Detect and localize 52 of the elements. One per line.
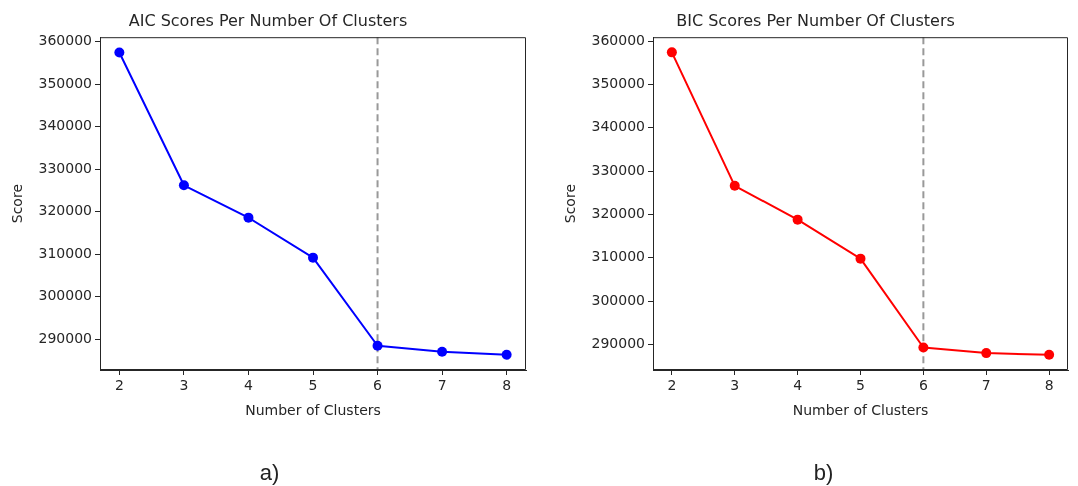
x-tick-label: 8 [502,377,512,394]
x-tick-label: 4 [243,377,253,394]
x-axis-title: Number of Clusters [245,402,381,419]
x-tick-label: 2 [667,377,677,394]
x-tick-label: 2 [114,377,124,394]
x-tick-label: 3 [179,377,189,394]
x-tick-label: 5 [308,377,318,394]
chart-title: BIC Scores Per Number Of Clusters [676,10,955,30]
y-axis-title: Score [9,183,26,224]
point [918,342,929,353]
y-tick-label: 310000 [591,248,645,265]
text: a) [259,460,280,485]
y-tick-label: 330000 [38,159,92,176]
x-tick-label: 6 [373,377,383,394]
point [243,212,254,223]
x-tick-label: 6 [918,377,928,394]
x-tick-label: 4 [793,377,803,394]
x-tick-label: 7 [981,377,991,394]
x-tick-label: 5 [856,377,865,394]
point [1044,349,1055,360]
y-tick-label: 290000 [591,335,645,352]
y-tick-label: 350000 [591,75,645,92]
x-tick-label: 3 [730,377,740,394]
y-axis-title: Score [562,183,579,224]
y-tick-label: 320000 [38,202,92,219]
point [308,252,318,263]
y-tick-label: 300000 [591,291,645,308]
y-tick-label: 340000 [591,118,645,135]
point [666,47,677,58]
text: b) [813,460,834,485]
point [178,180,189,191]
y-tick-label: 360000 [591,31,645,48]
y-tick-label: 320000 [591,205,645,222]
y-tick-label: 310000 [38,244,92,261]
point [981,348,992,359]
point [855,253,866,264]
y-tick-label: 290000 [38,330,92,346]
point [437,346,448,357]
y-tick-label: 300000 [38,287,92,304]
x-tick-label: 8 [1044,377,1054,394]
x-tick-label: 7 [437,377,447,394]
y-tick-label: 360000 [38,32,92,49]
y-tick-label: 340000 [38,117,92,134]
point [792,214,803,225]
x-axis-title: Number of Clusters [792,402,929,419]
y-tick-label: 350000 [38,74,92,91]
point [501,349,512,360]
point [729,180,740,191]
point [114,47,125,58]
chart-title: AIC Scores Per Number Of Clusters [128,10,408,30]
y-tick-label: 330000 [591,161,645,178]
point [372,340,383,351]
